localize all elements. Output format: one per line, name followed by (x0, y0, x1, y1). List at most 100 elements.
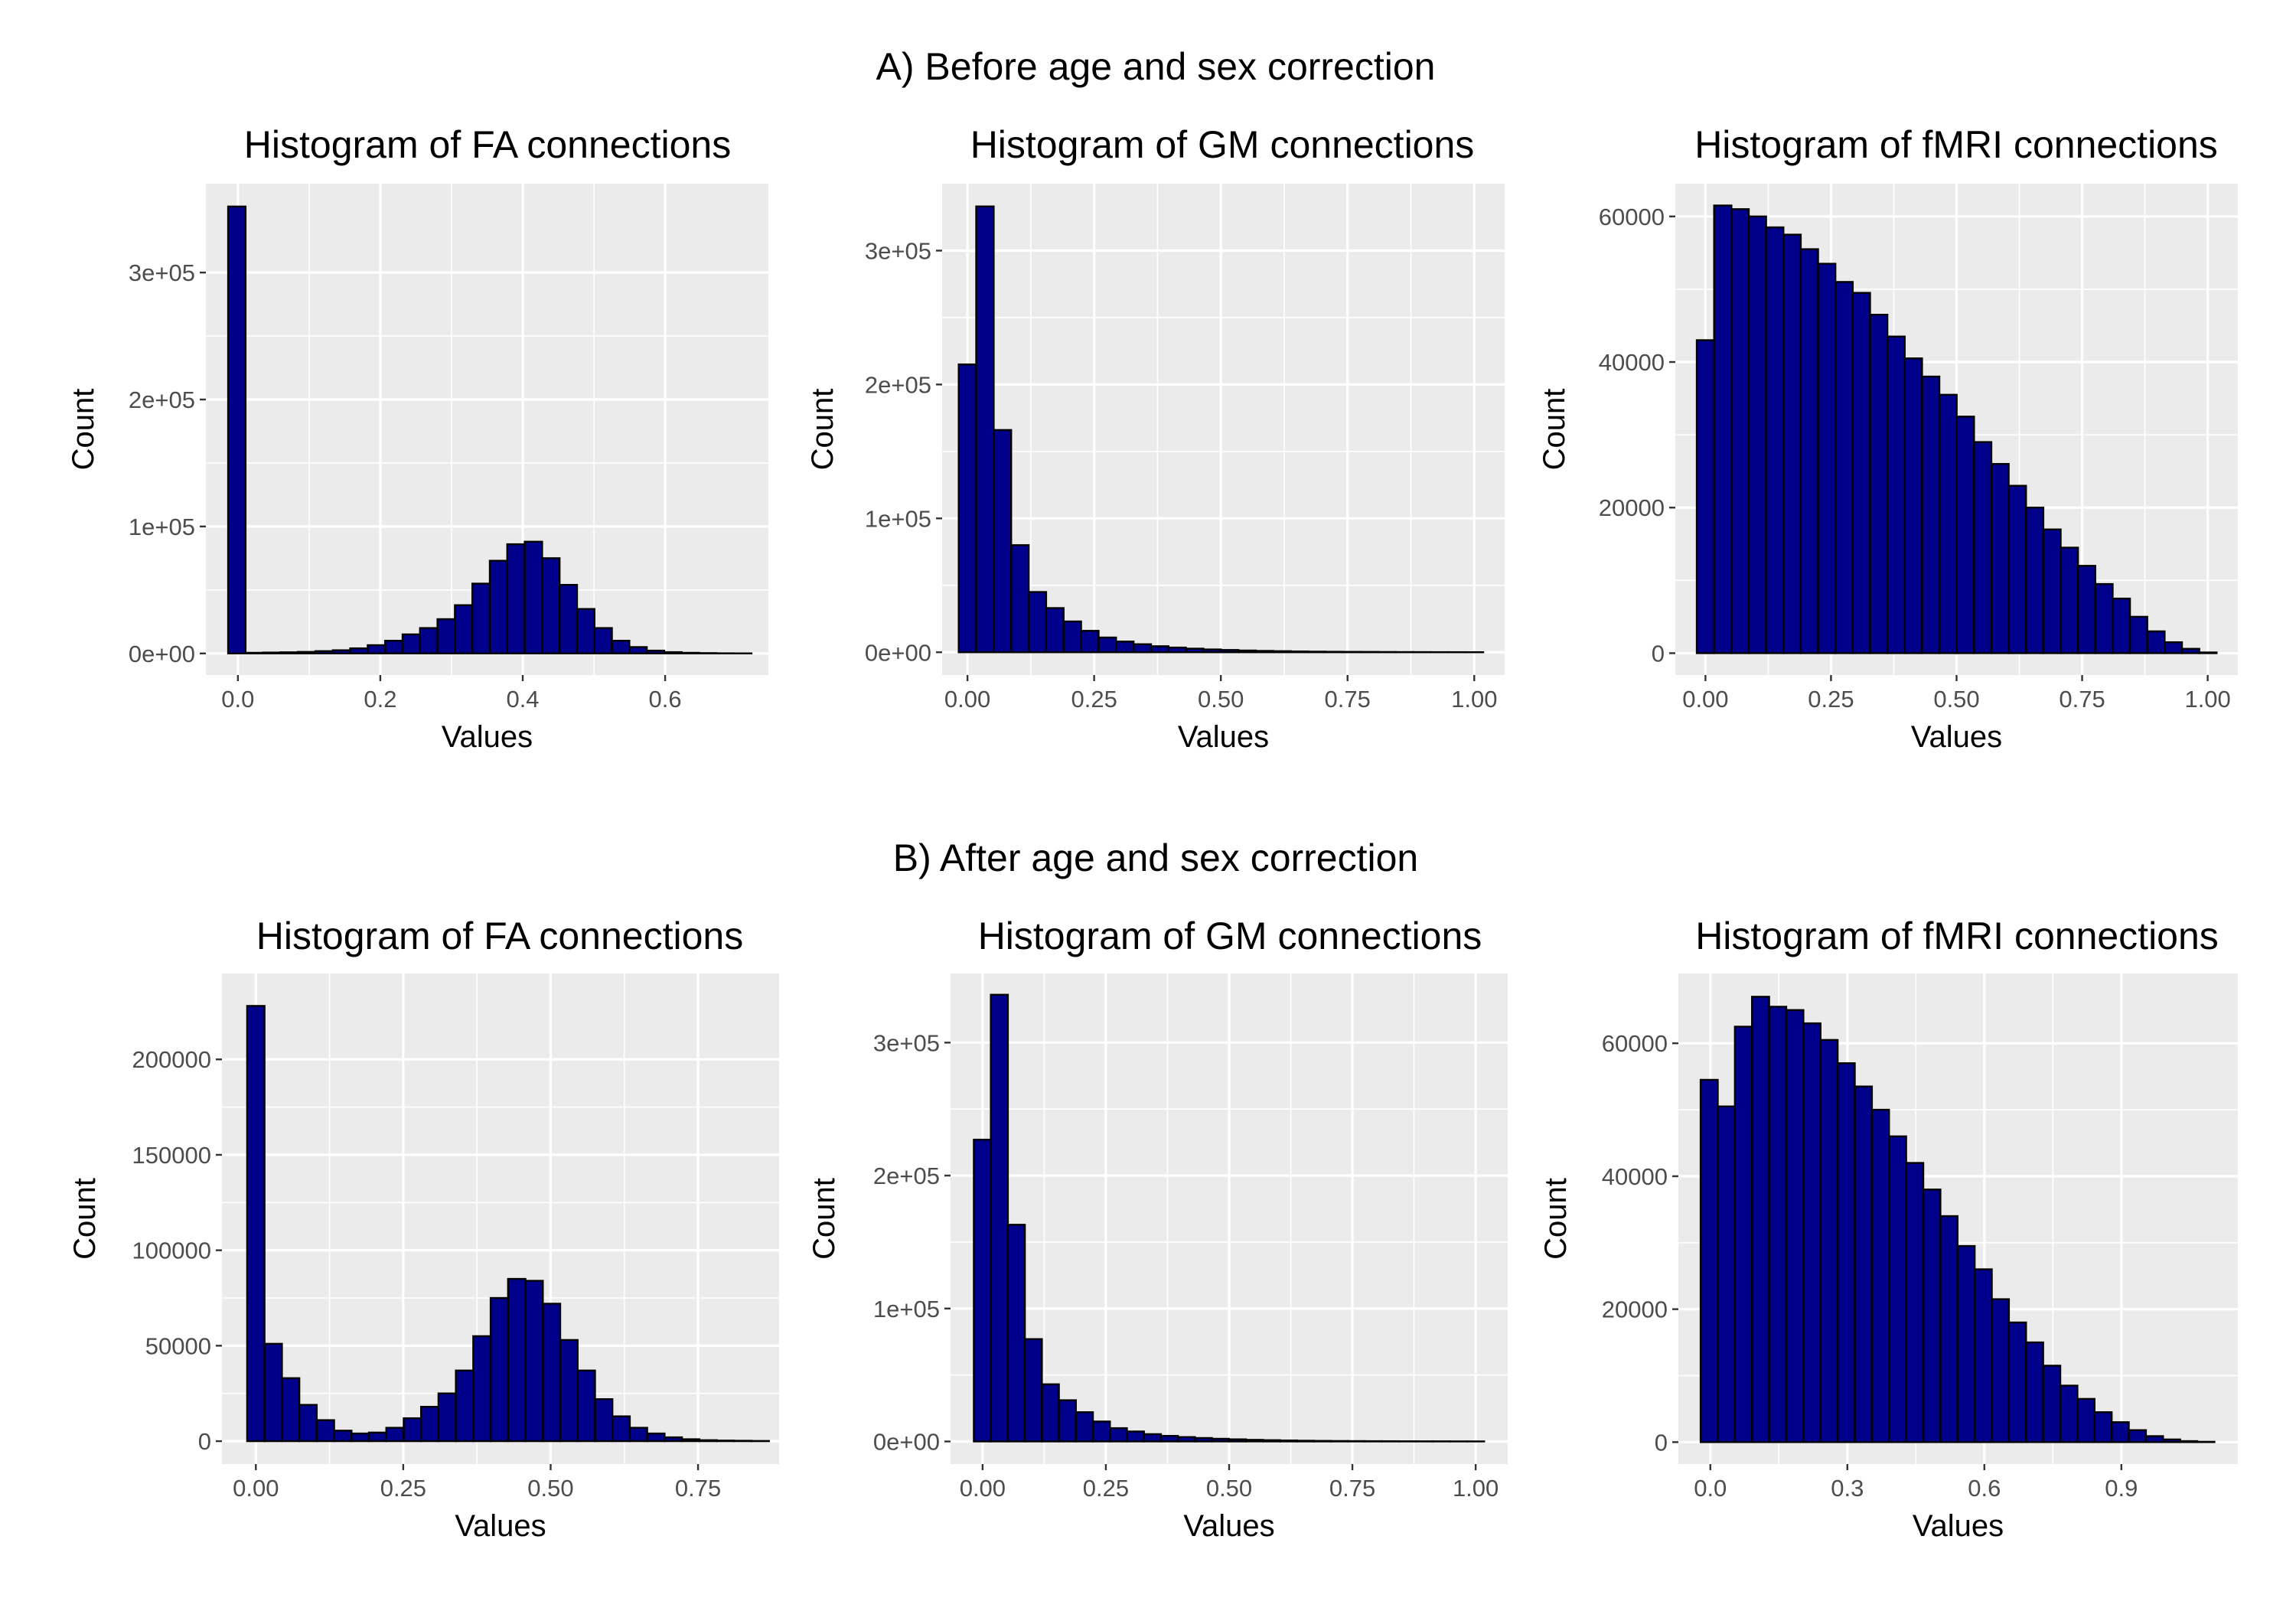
y-tick-label: 0e+00 (129, 641, 195, 667)
histogram-bar (1821, 1040, 1838, 1442)
histogram-bar (2077, 1399, 2094, 1442)
x-tick-label: 0.00 (1682, 686, 1728, 713)
histogram-bar (1870, 315, 1887, 653)
chart-title: Histogram of GM connections (970, 123, 1475, 166)
x-tick-label: 0.3 (1831, 1475, 1864, 1502)
histogram-bar (1025, 1339, 1042, 1442)
histogram-bar (1717, 1107, 1734, 1443)
y-tick-label: 3e+05 (129, 259, 195, 286)
y-axis-title: Count (1538, 389, 1571, 471)
histogram-bar (1838, 1063, 1854, 1442)
histogram-bar (351, 1433, 369, 1441)
histogram-bar (664, 652, 682, 654)
histogram-bar (1144, 1434, 1161, 1442)
histogram-bar (1991, 464, 2009, 653)
histogram-bar (560, 1340, 578, 1441)
histogram-bar (282, 1378, 299, 1441)
x-tick-label: 0.00 (944, 686, 990, 713)
histogram-bar (1186, 649, 1204, 653)
histogram-bar (1835, 282, 1853, 653)
histogram-bar (265, 1344, 282, 1441)
histogram-bar (1801, 249, 1818, 654)
histogram-bar (1274, 651, 1291, 652)
x-tick-label: 0.50 (1933, 686, 1979, 713)
histogram-bar (525, 542, 543, 654)
histogram-bar (717, 1440, 735, 1441)
histogram-bar (1854, 1087, 1871, 1443)
x-axis-title: Values (442, 720, 533, 754)
histogram-bar (1081, 631, 1099, 652)
histogram-bar (1046, 608, 1064, 653)
x-tick-label: 0.9 (2105, 1475, 2138, 1502)
histogram-bar (1212, 1439, 1229, 1441)
histogram-bar (315, 651, 333, 654)
histogram-bar (298, 652, 315, 654)
chart-title: Histogram of GM connections (978, 915, 1482, 957)
histogram-bar (1803, 1023, 1820, 1442)
histogram-bar (542, 558, 559, 653)
histogram-bar (1326, 652, 1343, 653)
histogram-bar (682, 653, 700, 654)
x-tick-label: 1.00 (2184, 686, 2230, 713)
histogram-bar (403, 634, 420, 654)
histogram-bar (1974, 442, 1991, 654)
y-tick-label: 2e+05 (129, 386, 195, 413)
histogram-bar (1098, 638, 1116, 652)
histogram-bar (977, 207, 994, 653)
y-tick-label: 2e+05 (865, 371, 931, 398)
histogram-bar (1906, 1163, 1923, 1443)
x-tick-label: 0.50 (1206, 1475, 1252, 1502)
histogram-bar (1818, 264, 1836, 654)
y-tick-label: 0 (1655, 1429, 1668, 1456)
y-tick-label: 150000 (132, 1142, 211, 1169)
histogram-bar (1343, 652, 1361, 653)
histogram-bar (1731, 209, 1749, 653)
histogram-bar (1133, 644, 1151, 653)
x-tick-label: 1.00 (1453, 1475, 1499, 1502)
histogram-bar (1238, 651, 1256, 652)
histogram-bar (647, 1433, 665, 1441)
histogram-bar (1872, 1110, 1889, 1442)
histogram-bar (1280, 1440, 1297, 1441)
histogram-bar (1221, 650, 1238, 652)
histogram-bar (2095, 1412, 2112, 1442)
histogram-bar (1905, 358, 1923, 653)
histogram-bar (2009, 1322, 2026, 1442)
histogram-bar (1331, 1441, 1348, 1442)
histogram-bar (1923, 1189, 1940, 1442)
y-tick-label: 20000 (1599, 494, 1665, 521)
histogram-bar (2060, 1386, 2077, 1443)
histogram-bar (577, 609, 595, 654)
histogram-bar (1161, 1436, 1178, 1441)
histogram-bar (664, 1437, 682, 1441)
histogram-bar (2026, 507, 2043, 653)
y-tick-label: 100000 (132, 1238, 211, 1264)
x-tick-label: 0.4 (506, 686, 539, 713)
y-tick-label: 1e+05 (129, 514, 195, 540)
histogram-bar (472, 584, 490, 654)
histogram-bar (473, 1336, 491, 1441)
x-axis-title: Values (1183, 1509, 1274, 1543)
chart-title: Histogram of fMRI connections (1694, 123, 2218, 166)
histogram-bar (1975, 1270, 1991, 1443)
histogram-bar (1887, 337, 1905, 654)
histogram-bar (2061, 548, 2079, 654)
y-tick-label: 60000 (1602, 1030, 1668, 1057)
y-tick-label: 200000 (132, 1046, 211, 1073)
histogram-bar (2095, 584, 2113, 653)
histogram-bar (1093, 1421, 1110, 1441)
x-tick-label: 0.75 (2059, 686, 2105, 713)
histogram-bar (1151, 646, 1169, 652)
y-tick-label: 60000 (1599, 204, 1665, 230)
y-tick-label: 3e+05 (873, 1029, 940, 1056)
x-tick-label: 0.75 (1325, 686, 1371, 713)
y-tick-label: 50000 (145, 1332, 211, 1359)
histogram-bar (1940, 1216, 1957, 1442)
histogram-bar (2146, 1437, 2163, 1443)
histogram-bar (455, 605, 472, 654)
histogram-bar (1204, 650, 1221, 653)
